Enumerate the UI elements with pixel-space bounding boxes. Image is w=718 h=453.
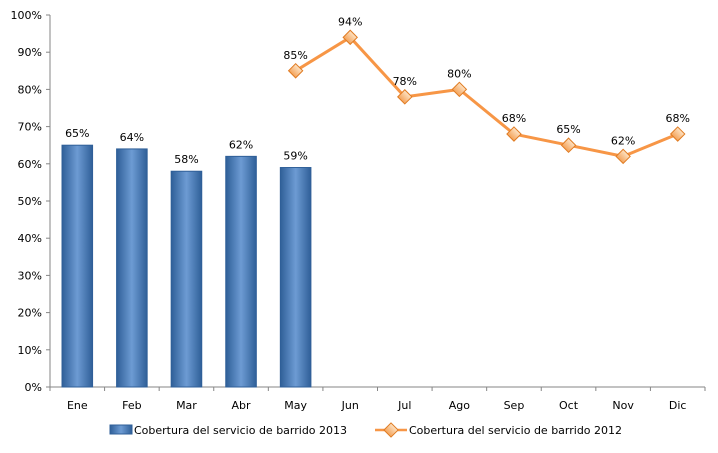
y-tick-label: 70% bbox=[18, 121, 42, 134]
line-point bbox=[615, 148, 631, 165]
x-tick-label: Dic bbox=[669, 399, 687, 412]
x-tick-label: Oct bbox=[559, 399, 579, 412]
legend-label-bar: Cobertura del servicio de barrido 2013 bbox=[134, 424, 347, 437]
y-tick-label: 60% bbox=[18, 158, 42, 171]
bar-series-2013 bbox=[61, 144, 312, 388]
x-tick-label: Jul bbox=[397, 399, 411, 412]
x-tick-label: Ago bbox=[449, 399, 471, 412]
line-data-label: 68% bbox=[665, 112, 689, 125]
y-tick-label: 80% bbox=[18, 83, 42, 96]
legend-label-line: Cobertura del servicio de barrido 2012 bbox=[409, 424, 622, 437]
line-data-label: 62% bbox=[611, 134, 635, 147]
bar bbox=[225, 155, 257, 388]
x-tick-label: Sep bbox=[504, 399, 525, 412]
bar-data-label: 64% bbox=[120, 131, 144, 144]
legend-swatch-bar bbox=[109, 424, 133, 435]
legend-swatch-marker bbox=[383, 422, 399, 438]
legend: Cobertura del servicio de barrido 2013 C… bbox=[109, 422, 622, 438]
series-line bbox=[294, 35, 679, 158]
line-point bbox=[669, 126, 686, 142]
y-tick-label: 30% bbox=[18, 269, 42, 282]
y-tick-label: 100% bbox=[11, 9, 42, 22]
line-point bbox=[560, 137, 577, 153]
line-data-label: 80% bbox=[447, 67, 471, 80]
x-tick-label: Feb bbox=[122, 399, 141, 412]
x-tick-label: Nov bbox=[612, 399, 634, 412]
y-tick-label: 10% bbox=[18, 344, 42, 357]
line-data-label: 65% bbox=[556, 123, 580, 136]
line-point bbox=[287, 63, 304, 79]
y-tick-label: 0% bbox=[25, 381, 42, 394]
x-tick-label: Ene bbox=[67, 399, 88, 412]
y-tick-label: 20% bbox=[18, 307, 42, 320]
line-point bbox=[342, 29, 358, 46]
line-data-label: 85% bbox=[283, 49, 307, 62]
y-tick-label: 50% bbox=[18, 195, 42, 208]
bar bbox=[279, 167, 312, 388]
y-tick-label: 40% bbox=[18, 232, 42, 245]
bar-data-label: 62% bbox=[229, 138, 253, 151]
line-data-label: 94% bbox=[338, 15, 362, 28]
x-tick-label: May bbox=[284, 399, 307, 412]
bar-data-label: 58% bbox=[174, 153, 198, 166]
bar-data-label: 65% bbox=[65, 127, 89, 140]
bar bbox=[61, 144, 94, 388]
bar bbox=[170, 170, 203, 388]
bar bbox=[116, 148, 148, 388]
line-data-label: 78% bbox=[393, 75, 417, 88]
x-tick-label: Mar bbox=[176, 399, 197, 412]
y-tick-label: 90% bbox=[18, 46, 42, 59]
line-point bbox=[451, 81, 468, 98]
line-point bbox=[506, 126, 522, 142]
x-tick-label: Abr bbox=[232, 399, 252, 412]
x-tick-label: Jun bbox=[341, 399, 359, 412]
line-point bbox=[397, 89, 413, 105]
bar-data-label: 59% bbox=[283, 150, 307, 163]
line-series-2012 bbox=[287, 29, 686, 165]
line-data-label: 68% bbox=[502, 112, 526, 125]
